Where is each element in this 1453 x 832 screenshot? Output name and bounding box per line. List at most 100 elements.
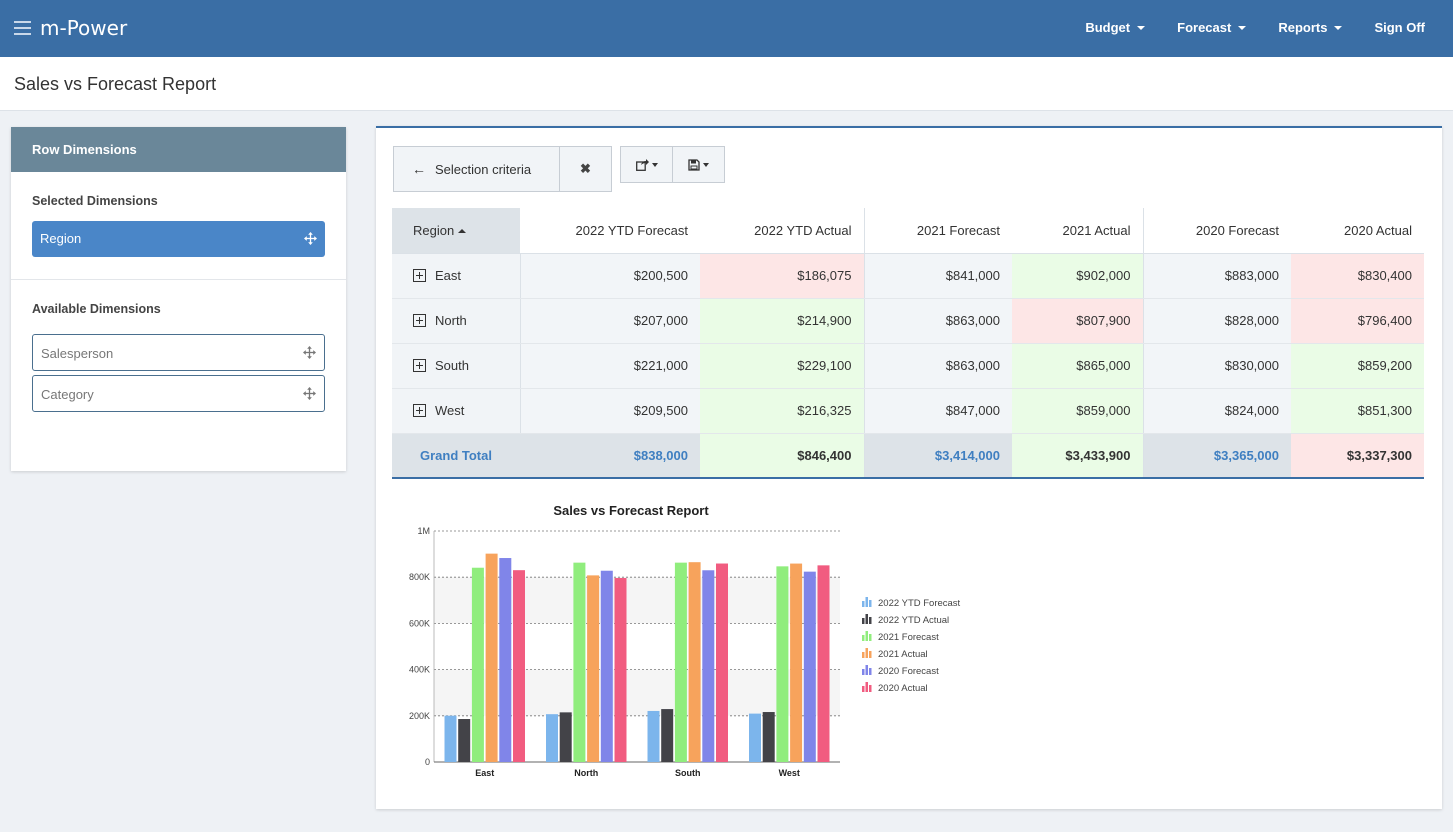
legend-swatch (862, 686, 865, 692)
nav-reports[interactable]: Reports (1278, 20, 1343, 35)
chevron-down-icon (651, 162, 658, 167)
value-cell: $863,000 (864, 343, 1012, 389)
arrow-left-icon: ← (412, 161, 426, 177)
nav-budget-label: Budget (1085, 20, 1131, 35)
value-cell: $902,000 (1012, 253, 1144, 299)
value-cell: $859,000 (1012, 388, 1144, 434)
selected-dimensions-label: Selected Dimensions (32, 194, 158, 208)
x-tick-label: North (574, 768, 598, 778)
legend-label: 2021 Forecast (878, 632, 939, 643)
region-column-header[interactable]: Region (392, 208, 520, 254)
chart-bar (702, 570, 715, 762)
dimension-category[interactable]: Category (32, 375, 325, 412)
value-cell: $796,400 (1291, 298, 1424, 344)
nav-menu: Budget Forecast Reports Sign Off (1085, 20, 1425, 35)
chart-bar (458, 719, 471, 762)
legend-swatch (869, 600, 872, 607)
row-dimensions-header: Row Dimensions (11, 127, 346, 172)
chart-bar (688, 562, 701, 762)
nav-sign-off[interactable]: Sign Off (1374, 20, 1425, 35)
dimension-region[interactable]: Region (32, 221, 325, 257)
chart-bar (559, 712, 572, 762)
chart-bar (776, 566, 789, 762)
chart-bar (573, 562, 586, 762)
region-cell: North (392, 298, 521, 344)
save-button[interactable] (672, 147, 724, 182)
grand-total-row: Grand Total $838,000 $846,400 $3,414,000 $3,… (392, 433, 1424, 479)
top-navbar: m-Power Budget Forecast Reports Sign Off (0, 0, 1453, 57)
legend-swatch (865, 648, 868, 658)
column-header[interactable]: 2020 Actual (1291, 208, 1424, 254)
region-header-label: Region (413, 222, 455, 238)
save-icon (688, 158, 700, 171)
table-header-row: Region 2022 YTD Forecast 2022 YTD Actual… (392, 208, 1424, 254)
value-cell: $216,325 (700, 388, 865, 434)
y-tick-label: 400K (409, 665, 430, 675)
chart-bar (614, 578, 627, 762)
chart-bar (817, 565, 830, 762)
value-cell: $863,000 (864, 298, 1012, 344)
column-header[interactable]: 2021 Actual (1012, 208, 1144, 254)
column-header[interactable]: 2020 Forecast (1143, 208, 1291, 254)
value-cell: $830,400 (1291, 253, 1424, 299)
chevron-down-icon (1238, 25, 1247, 30)
value-cell: $841,000 (864, 253, 1012, 299)
expand-plus-icon[interactable] (413, 404, 426, 418)
chart-bar (587, 575, 600, 762)
region-label: South (435, 357, 469, 373)
expand-plus-icon[interactable] (413, 359, 426, 373)
legend-swatch (862, 652, 865, 658)
chart-bar (444, 715, 457, 762)
chart-bar (647, 710, 660, 762)
value-cell: $3,433,900 (1012, 433, 1144, 479)
value-cell: $807,900 (1012, 298, 1144, 344)
hamburger-menu-icon[interactable] (14, 21, 31, 35)
dimension-label: Category (41, 387, 94, 402)
move-icon[interactable] (304, 232, 317, 245)
nav-budget[interactable]: Budget (1085, 20, 1146, 35)
chevron-down-icon (1334, 25, 1343, 30)
selection-criteria-button[interactable]: ← Selection criteria (394, 147, 560, 191)
chart-bar (499, 558, 512, 762)
move-icon[interactable] (303, 387, 316, 400)
column-header[interactable]: 2021 Forecast (864, 208, 1012, 254)
move-icon[interactable] (303, 346, 316, 359)
chart-bar (762, 712, 775, 762)
nav-forecast-label: Forecast (1177, 20, 1232, 35)
region-label: North (435, 312, 467, 328)
y-tick-label: 0 (425, 757, 430, 767)
region-cell: West (392, 388, 521, 434)
legend-label: 2021 Actual (878, 649, 928, 660)
dimension-salesperson[interactable]: Salesperson (32, 334, 325, 371)
nav-reports-label: Reports (1278, 20, 1328, 35)
legend-swatch (869, 668, 872, 675)
expand-plus-icon[interactable] (413, 269, 426, 283)
close-icon: ✖ (580, 161, 591, 176)
chart-bar (790, 563, 803, 762)
y-tick-label: 200K (409, 711, 430, 721)
app-brand[interactable]: m-Power (40, 16, 128, 40)
divider (11, 279, 346, 280)
chart-title: Sales vs Forecast Report (553, 503, 709, 518)
legend-label: 2022 YTD Actual (878, 615, 949, 626)
x-tick-label: South (675, 768, 701, 778)
y-tick-label: 1M (417, 526, 430, 536)
chevron-down-icon (703, 162, 709, 167)
clear-selection-button[interactable]: ✖ (560, 147, 611, 191)
column-header[interactable]: 2022 YTD Forecast (520, 208, 700, 254)
nav-forecast[interactable]: Forecast (1177, 20, 1247, 35)
legend-swatch (869, 617, 872, 624)
sales-forecast-chart: Sales vs Forecast Report 0 200K 400K 600K 800… (409, 503, 961, 778)
value-cell: $207,000 (520, 298, 700, 344)
chart-bar (749, 713, 761, 762)
nav-sign-off-label: Sign Off (1374, 20, 1425, 35)
table-row: East $200,500 $186,075 $841,000 $902,000 $883… (392, 253, 1424, 299)
column-header[interactable]: 2022 YTD Actual (700, 208, 865, 254)
page-title: Sales vs Forecast Report (14, 74, 217, 94)
legend-swatch (865, 614, 868, 624)
report-table: Region 2022 YTD Forecast 2022 YTD Actual… (392, 208, 1424, 479)
expand-plus-icon[interactable] (413, 314, 426, 328)
share-export-button[interactable] (621, 147, 672, 182)
value-cell: $209,500 (520, 388, 700, 434)
value-cell: $221,000 (520, 343, 700, 389)
